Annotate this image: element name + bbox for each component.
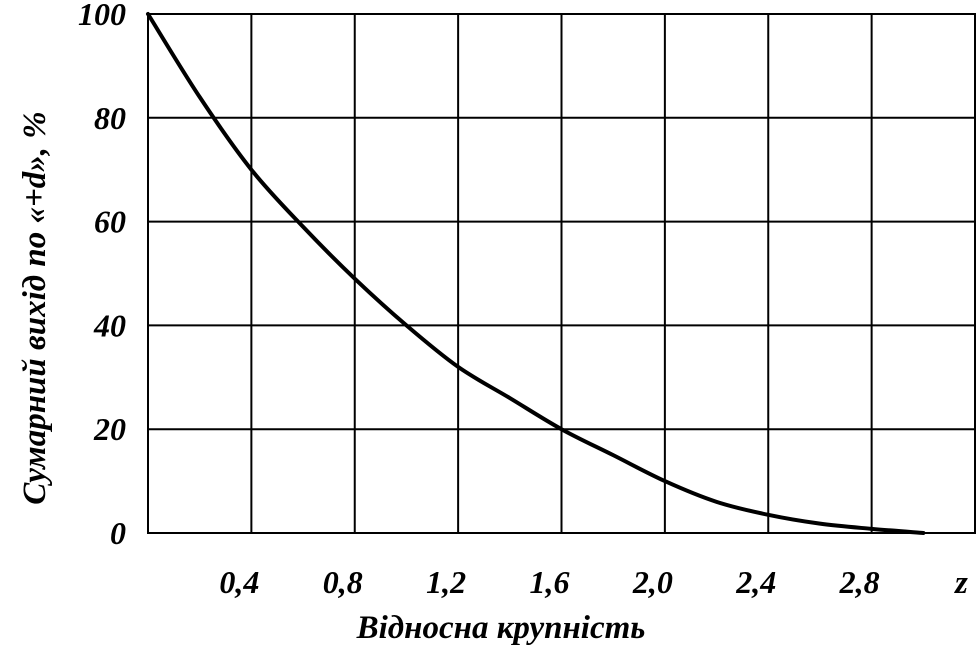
x-tick-label: 1,6 [530, 564, 570, 600]
x-tick-label: 0,8 [323, 564, 363, 600]
x-tick-labels: 0,4 0,8 1,2 1,6 2,0 2,4 2,8 [219, 564, 879, 600]
y-tick-label: 0 [110, 515, 126, 551]
x-tick-label: 2,4 [735, 564, 776, 600]
y-tick-labels: 0 20 40 60 80 100 [78, 0, 126, 551]
x-tick-label: 1,2 [426, 564, 466, 600]
x-tick-label: 0,4 [219, 564, 259, 600]
x-tick-label: 2,8 [839, 564, 880, 600]
y-tick-label: 40 [93, 307, 126, 343]
grid [147, 13, 976, 534]
y-tick-label: 80 [94, 100, 126, 136]
curve-layer [146, 12, 926, 535]
y-axis-label: Сумарний вихід по «+d», % [17, 111, 53, 505]
x-axis-symbol: z [954, 565, 968, 601]
x-axis-label: Відносна крупність [356, 610, 646, 646]
x-tick-label: 2,0 [632, 564, 673, 600]
y-tick-label: 20 [93, 411, 126, 447]
y-tick-label: 100 [78, 0, 126, 32]
series-line [146, 12, 926, 535]
y-tick-label: 60 [94, 204, 126, 240]
